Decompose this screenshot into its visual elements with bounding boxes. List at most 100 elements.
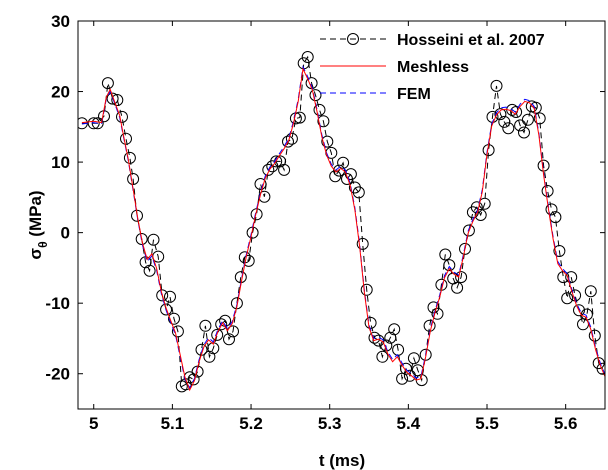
data-point-hosseini (494, 108, 507, 121)
data-point-hosseini (419, 348, 432, 361)
data-point-hosseini (317, 115, 330, 128)
x-axis-label: t (ms) (319, 451, 365, 470)
data-point-hosseini (321, 135, 334, 148)
x-tick-label: 5.2 (239, 414, 263, 433)
data-point-hosseini (215, 318, 228, 331)
data-point-hosseini (490, 79, 503, 92)
x-tick-label: 5.4 (397, 414, 421, 433)
y-axis: -20 -10 0 10 20 30 (45, 12, 605, 384)
data-point-hosseini (242, 254, 255, 267)
data-point-hosseini (282, 135, 294, 148)
data-point-hosseini (211, 328, 224, 341)
y-tick-label: -10 (45, 294, 70, 313)
data-point-hosseini (545, 203, 558, 216)
data-point-hosseini (127, 173, 140, 185)
data-point-hosseini (521, 113, 534, 126)
x-tick-label: 5.3 (318, 414, 342, 433)
series-line-fem (81, 65, 605, 389)
data-point-hosseini (230, 297, 243, 310)
legend: Hosseini et al. 2007 Meshless FEM (320, 32, 545, 103)
data-point-hosseini (101, 77, 114, 90)
data-point-hosseini (352, 186, 365, 199)
x-tick-label: 5.5 (475, 414, 499, 433)
data-point-hosseini (289, 112, 302, 125)
legend-item-hosseini: Hosseini et al. 2007 (320, 32, 545, 49)
data-point-hosseini (156, 289, 169, 302)
plot-area (78, 51, 605, 393)
x-tick-label: 5 (89, 414, 98, 433)
data-point-hosseini (514, 119, 527, 132)
data-point-hosseini (123, 151, 136, 164)
data-point-hosseini (498, 115, 511, 128)
data-point-hosseini (561, 292, 574, 305)
y-axis-label-subscript: θ (36, 241, 50, 248)
data-point-hosseini (462, 224, 475, 237)
data-point-hosseini (223, 333, 235, 346)
data-point-hosseini (254, 178, 267, 190)
data-point-hosseini (135, 233, 148, 245)
data-point-hosseini (270, 155, 283, 168)
data-point-hosseini (360, 283, 373, 296)
y-tick-label: 20 (51, 83, 70, 102)
data-point-hosseini (533, 112, 546, 125)
data-point-hosseini (403, 369, 416, 382)
data-point-hosseini (278, 163, 291, 176)
data-point-hosseini (443, 259, 456, 272)
data-point-hosseini (337, 156, 350, 169)
data-point-hosseini (384, 331, 397, 344)
data-point-hosseini (87, 117, 100, 130)
data-point-hosseini (313, 103, 326, 116)
series-line-hosseini (81, 55, 604, 388)
data-point-hosseini (407, 352, 420, 365)
data-point-hosseini (423, 319, 436, 332)
legend-item-meshless: Meshless (320, 59, 469, 76)
data-point-hosseini (344, 168, 357, 181)
data-point-hosseini (431, 307, 444, 320)
data-point-hosseini (106, 92, 119, 105)
y-tick-label: -20 (45, 365, 70, 384)
data-point-hosseini (584, 285, 597, 298)
data-point-hosseini (502, 122, 515, 135)
data-point-hosseini (258, 190, 271, 203)
data-point-hosseini (171, 325, 184, 338)
data-point-hosseini (199, 319, 212, 332)
data-point-hosseini (285, 132, 298, 145)
x-tick-label: 5.6 (554, 414, 578, 433)
data-point-hosseini (565, 271, 578, 284)
data-point-hosseini (168, 312, 180, 325)
data-point-hosseini (455, 271, 468, 284)
data-point-hosseini (518, 126, 530, 139)
legend-label-fem: FEM (397, 86, 431, 103)
data-point-hosseini (187, 373, 200, 386)
series-line-meshless (81, 67, 605, 392)
y-axis-label-symbol: σ (26, 248, 45, 260)
data-point-hosseini (333, 164, 346, 177)
data-point-hosseini (301, 51, 314, 63)
legend-label-hosseini: Hosseini et al. 2007 (397, 32, 545, 49)
data-point-hosseini (427, 301, 440, 314)
legend-item-fem: FEM (320, 86, 431, 103)
data-point-hosseini (309, 89, 322, 102)
data-point-hosseini (91, 117, 104, 130)
data-point-hosseini (459, 242, 471, 255)
y-axis-label-unit: (MPa) (26, 190, 45, 241)
data-point-hosseini (510, 106, 523, 118)
data-point-hosseini (474, 209, 487, 221)
y-tick-label: 10 (51, 153, 70, 172)
y-tick-label: 30 (51, 12, 70, 31)
data-point-hosseini (143, 264, 156, 277)
data-point-hosseini (439, 248, 452, 261)
y-axis-label: σθ (MPa) (26, 190, 50, 259)
data-point-hosseini (400, 362, 412, 375)
plot-frame (77, 20, 606, 410)
data-point-hosseini (451, 281, 464, 294)
data-point-hosseini (120, 132, 132, 145)
data-point-hosseini (147, 233, 160, 246)
data-point-hosseini (111, 94, 124, 106)
data-point-hosseini (131, 209, 143, 222)
data-point-hosseini (588, 329, 601, 342)
data-point-hosseini (164, 290, 176, 303)
data-point-hosseini (573, 304, 585, 317)
data-point-hosseini (376, 350, 389, 363)
